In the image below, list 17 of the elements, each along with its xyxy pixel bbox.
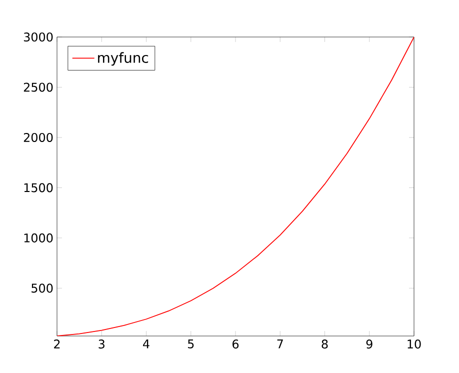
y-tick-label: 3000 — [24, 32, 53, 42]
x-tick-label: 9 — [366, 340, 372, 349]
y-tick-label: 2000 — [24, 132, 53, 142]
y-tick-label: 1500 — [24, 183, 53, 192]
x-tick-label: 4 — [143, 340, 150, 348]
x-tick-label: 6 — [232, 340, 239, 349]
x-tick-label: 2 — [54, 340, 60, 348]
y-tick-label: 1000 — [24, 233, 53, 242]
x-tick-label: 8 — [322, 340, 328, 349]
x-tick-label: 10 — [408, 340, 421, 349]
y-tick-label: 2500 — [24, 82, 53, 92]
x-tick-label: 5 — [188, 340, 194, 348]
y-tick-label: 500 — [32, 284, 53, 293]
legend-label: myfunc — [98, 52, 148, 66]
x-tick-label: 3 — [98, 340, 104, 349]
line-series — [57, 36, 414, 336]
x-tick-label: 7 — [277, 340, 283, 348]
